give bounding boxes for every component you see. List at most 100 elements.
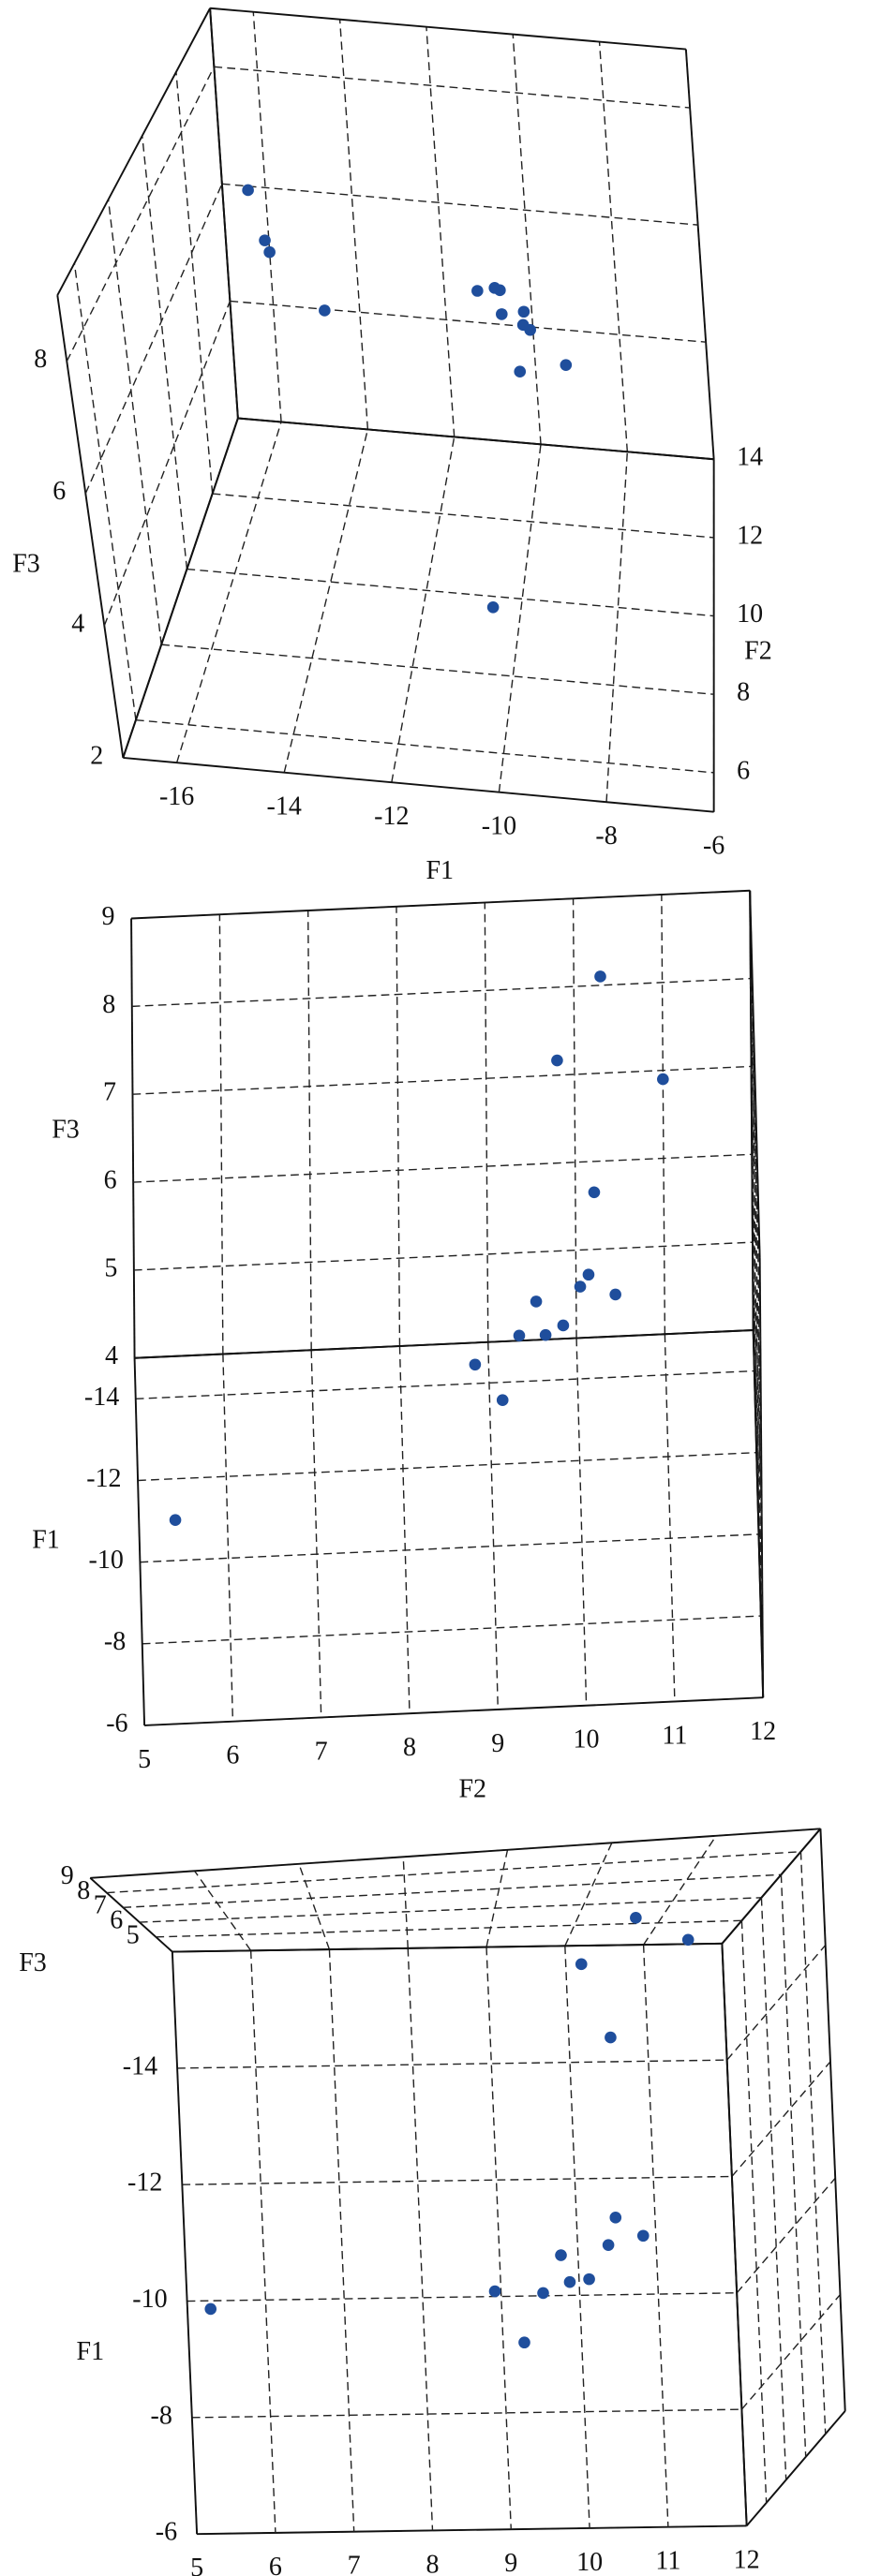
z-tick-label: 2 bbox=[90, 741, 103, 770]
grid-line bbox=[135, 1369, 754, 1400]
grid-line bbox=[780, 1874, 807, 2457]
point bbox=[518, 2336, 530, 2349]
y-tick-label: 8 bbox=[737, 678, 750, 707]
box-edge bbox=[171, 1951, 199, 2535]
x-tick-label: -14 bbox=[123, 2051, 157, 2080]
grid-line bbox=[664, 1334, 676, 1702]
grid-line bbox=[402, 1857, 409, 1948]
point bbox=[516, 318, 530, 332]
grid-line bbox=[139, 1897, 762, 1923]
grid-line bbox=[487, 1341, 499, 1710]
grid-line bbox=[191, 2408, 742, 2419]
x-tick-label: -8 bbox=[595, 822, 617, 851]
box-edge bbox=[130, 918, 136, 1358]
y-tick-label: 6 bbox=[737, 756, 750, 785]
box-edge bbox=[752, 1329, 765, 1698]
x-axis-label: F1 bbox=[426, 856, 454, 885]
point bbox=[319, 304, 331, 317]
box-edge bbox=[745, 2410, 846, 2527]
point bbox=[574, 1281, 587, 1293]
grid-line bbox=[485, 1849, 509, 1947]
grid-line bbox=[283, 429, 369, 773]
x-tick-label: -10 bbox=[482, 812, 516, 841]
grid-line bbox=[306, 910, 312, 1351]
x-tick-label: -6 bbox=[703, 832, 724, 861]
x-tick-label: -8 bbox=[151, 2401, 172, 2430]
x-tick-label: -6 bbox=[156, 2518, 177, 2547]
box-edge bbox=[123, 756, 714, 813]
x-tick-label: -12 bbox=[127, 2169, 162, 2198]
point bbox=[681, 1933, 694, 1947]
y-tick-label: 7 bbox=[315, 1737, 328, 1766]
point bbox=[169, 1514, 182, 1527]
box-edge bbox=[133, 1357, 146, 1725]
box-edge bbox=[122, 418, 239, 759]
z-tick-label: 7 bbox=[94, 1891, 107, 1920]
point bbox=[551, 1054, 563, 1067]
y-tick-label: 10 bbox=[737, 600, 763, 629]
x-tick-label: -6 bbox=[106, 1709, 127, 1738]
grid-line bbox=[740, 2294, 842, 2410]
grid-line bbox=[751, 1154, 763, 1522]
point bbox=[513, 1329, 526, 1342]
grid-line bbox=[73, 263, 137, 720]
grid-line bbox=[187, 568, 714, 617]
box-edge bbox=[144, 1696, 764, 1726]
grid-line bbox=[396, 906, 401, 1347]
grid-line bbox=[249, 1950, 276, 2533]
y-tick-label: 9 bbox=[504, 2549, 517, 2576]
grid-line bbox=[752, 1242, 764, 1610]
grid-line bbox=[426, 26, 455, 437]
grid-line bbox=[754, 1094, 760, 1534]
box-edge bbox=[89, 1877, 173, 1953]
grid-line bbox=[214, 66, 691, 109]
x-tick-label: -10 bbox=[132, 2285, 167, 2314]
y-tick-label: 7 bbox=[348, 2552, 361, 2576]
grid-line bbox=[661, 895, 666, 1335]
point bbox=[514, 365, 527, 378]
grid-line bbox=[252, 11, 282, 422]
grid-line bbox=[103, 301, 231, 627]
z-tick-label: 4 bbox=[105, 1341, 118, 1370]
point bbox=[530, 1295, 543, 1308]
x-tick-label: -14 bbox=[84, 1383, 119, 1412]
x-tick-label: -16 bbox=[159, 782, 194, 811]
grid-line bbox=[212, 493, 714, 539]
grid-line bbox=[175, 422, 282, 763]
y-tick-label: 6 bbox=[269, 2553, 282, 2576]
point bbox=[657, 1073, 669, 1086]
grid-line bbox=[142, 135, 188, 570]
grid-line bbox=[498, 444, 542, 792]
z-axis-label: F3 bbox=[12, 549, 40, 578]
z-tick-label: 9 bbox=[61, 1861, 74, 1890]
point bbox=[204, 2302, 217, 2316]
grid-line bbox=[605, 452, 629, 803]
grid-line bbox=[218, 914, 224, 1355]
y-tick-label: 8 bbox=[426, 2550, 439, 2576]
point bbox=[259, 234, 271, 246]
y-tick-label: 6 bbox=[226, 1741, 239, 1770]
grid-line bbox=[750, 1066, 762, 1434]
y-tick-label: 12 bbox=[734, 2545, 760, 2574]
point bbox=[517, 305, 530, 318]
z-tick-label: 8 bbox=[34, 345, 47, 374]
grid-line bbox=[107, 199, 162, 645]
point bbox=[605, 2031, 617, 2044]
box-edge bbox=[134, 1329, 754, 1359]
point bbox=[488, 2285, 501, 2298]
point bbox=[471, 285, 484, 297]
y-tick-label: 10 bbox=[576, 2548, 603, 2576]
x-axis-label: F1 bbox=[77, 2337, 105, 2366]
box-edge bbox=[684, 49, 715, 460]
grid-line bbox=[177, 2059, 727, 2069]
grid-line bbox=[484, 902, 489, 1342]
z-tick-label: 9 bbox=[102, 902, 115, 931]
point bbox=[636, 2229, 650, 2243]
point bbox=[496, 308, 508, 320]
point bbox=[557, 1319, 570, 1332]
y-tick-label: 5 bbox=[190, 2554, 203, 2576]
grid-line bbox=[799, 1851, 827, 2435]
grid-line bbox=[756, 1176, 762, 1617]
point bbox=[555, 2249, 567, 2261]
